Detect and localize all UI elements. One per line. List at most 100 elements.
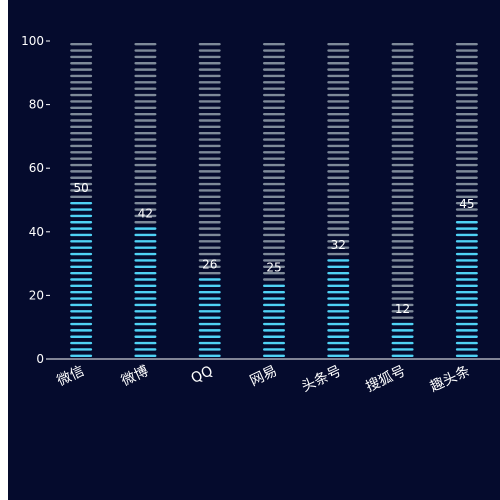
bar-segment-empty bbox=[198, 119, 221, 122]
bar-segment-filled bbox=[198, 354, 221, 358]
bar-segment-filled bbox=[134, 227, 157, 230]
bar-segment-empty bbox=[327, 62, 350, 65]
bar-segment-filled bbox=[198, 303, 221, 307]
x-tick-label: 趣头条 bbox=[427, 362, 472, 395]
bar-segment-empty bbox=[327, 42, 350, 46]
data-labels: 50 42 26 25 32 12 45 bbox=[74, 181, 475, 316]
bar-segment-filled bbox=[70, 291, 93, 294]
bar-segment-empty bbox=[198, 182, 221, 186]
bar-segment-filled bbox=[263, 316, 285, 319]
bar-segment-empty bbox=[70, 144, 93, 148]
bar-segment-empty bbox=[391, 303, 414, 307]
bar-segment-empty bbox=[327, 201, 350, 205]
bar-segment-empty bbox=[327, 170, 350, 173]
bar-segment-empty bbox=[455, 112, 478, 116]
bar-segment-empty bbox=[198, 68, 221, 71]
bar-segment-filled bbox=[70, 221, 93, 224]
bar-segment-empty bbox=[391, 316, 414, 319]
bar-segment-empty bbox=[134, 144, 157, 148]
bar-segment-filled bbox=[327, 291, 350, 294]
bar-segment-empty bbox=[391, 62, 414, 65]
bar-segment-empty bbox=[198, 176, 221, 179]
bar-segment-filled bbox=[455, 221, 478, 224]
bar-1 bbox=[70, 42, 93, 358]
bar-segment-empty bbox=[134, 62, 157, 65]
bar-segment-empty bbox=[327, 157, 350, 160]
bar-segment-filled bbox=[327, 278, 350, 281]
bar-segment-empty bbox=[134, 157, 157, 160]
bar-segment-empty bbox=[198, 157, 221, 160]
bar-segment-empty bbox=[134, 208, 157, 211]
bar-segment-empty bbox=[263, 132, 285, 135]
bar-segment-empty bbox=[391, 310, 414, 313]
bar-segment-empty bbox=[134, 189, 157, 192]
bar-segment-empty bbox=[327, 252, 350, 256]
bar-segment-empty bbox=[391, 182, 414, 186]
bar-segment-empty bbox=[263, 163, 285, 167]
bar-segment-empty bbox=[391, 227, 414, 230]
bar-segment-empty bbox=[263, 157, 285, 160]
bar-segment-empty bbox=[134, 125, 157, 129]
data-label: 42 bbox=[138, 206, 153, 220]
bar-segment-filled bbox=[70, 240, 93, 243]
bar-segment-empty bbox=[134, 132, 157, 135]
bar-segment-empty bbox=[134, 74, 157, 78]
bar-segment-empty bbox=[391, 119, 414, 122]
bar-segment-empty bbox=[263, 259, 285, 262]
bar-segment-empty bbox=[391, 297, 414, 300]
bar-segment-empty bbox=[70, 62, 93, 65]
bar-segment-empty bbox=[70, 112, 93, 116]
bar-segment-empty bbox=[70, 151, 93, 154]
bar-segment-empty bbox=[391, 252, 414, 256]
bar-segment-empty bbox=[70, 170, 93, 173]
bar-segment-empty bbox=[391, 151, 414, 154]
bar-segment-empty bbox=[327, 221, 350, 224]
bar-segment-empty bbox=[327, 246, 350, 249]
bar-segment-filled bbox=[327, 341, 350, 345]
bar-segment-empty bbox=[134, 68, 157, 71]
bar-segment-empty bbox=[198, 208, 221, 211]
bar-segment-filled bbox=[455, 310, 478, 313]
x-tick-label: 头条号 bbox=[299, 362, 344, 395]
bar-segment-empty bbox=[455, 87, 478, 90]
bar-segment-filled bbox=[455, 265, 478, 268]
bar-segment-empty bbox=[263, 138, 285, 141]
bar-segment-empty bbox=[70, 100, 93, 103]
bar-segment-filled bbox=[134, 278, 157, 281]
bar-segment-empty bbox=[455, 68, 478, 71]
bar-segment-filled bbox=[70, 284, 93, 288]
bar-segment-empty bbox=[391, 144, 414, 148]
data-label: 45 bbox=[459, 197, 474, 211]
bar-segment-empty bbox=[391, 132, 414, 135]
bar-segment-empty bbox=[134, 106, 157, 109]
bar-segment-empty bbox=[263, 240, 285, 243]
bar-segment-filled bbox=[263, 322, 285, 326]
bar-segment-filled bbox=[455, 240, 478, 243]
bar-segment-empty bbox=[134, 151, 157, 154]
bar-segment-empty bbox=[455, 81, 478, 84]
bar-segment-empty bbox=[263, 81, 285, 84]
bar-segment-empty bbox=[327, 189, 350, 192]
bar-segment-filled bbox=[198, 322, 221, 326]
bar-segment-empty bbox=[455, 195, 478, 199]
bar-segment-empty bbox=[198, 259, 221, 262]
bar-segment-empty bbox=[455, 176, 478, 179]
bar-segment-filled bbox=[455, 278, 478, 281]
bar-segment-empty bbox=[455, 201, 478, 205]
bar-segment-empty bbox=[327, 49, 350, 52]
bar-segment-empty bbox=[198, 240, 221, 243]
bar-segment-empty bbox=[70, 81, 93, 84]
bar-segment-filled bbox=[70, 316, 93, 319]
bar-segment-empty bbox=[263, 74, 285, 78]
data-label: 26 bbox=[202, 257, 217, 271]
bar-segment-empty bbox=[263, 151, 285, 154]
bar-segment-empty bbox=[134, 170, 157, 173]
bar-segment-filled bbox=[455, 246, 478, 249]
bar-segment-filled bbox=[70, 233, 93, 237]
bar-segment-empty bbox=[263, 49, 285, 52]
bar-segment-filled bbox=[263, 329, 285, 332]
bar-segment-filled bbox=[134, 348, 157, 351]
bar-segment-empty bbox=[198, 151, 221, 154]
bar-segment-empty bbox=[70, 125, 93, 129]
bar-segment-filled bbox=[455, 259, 478, 262]
